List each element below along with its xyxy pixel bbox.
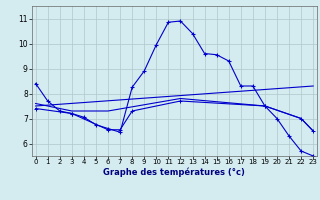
X-axis label: Graphe des températures (°c): Graphe des températures (°c): [103, 168, 245, 177]
